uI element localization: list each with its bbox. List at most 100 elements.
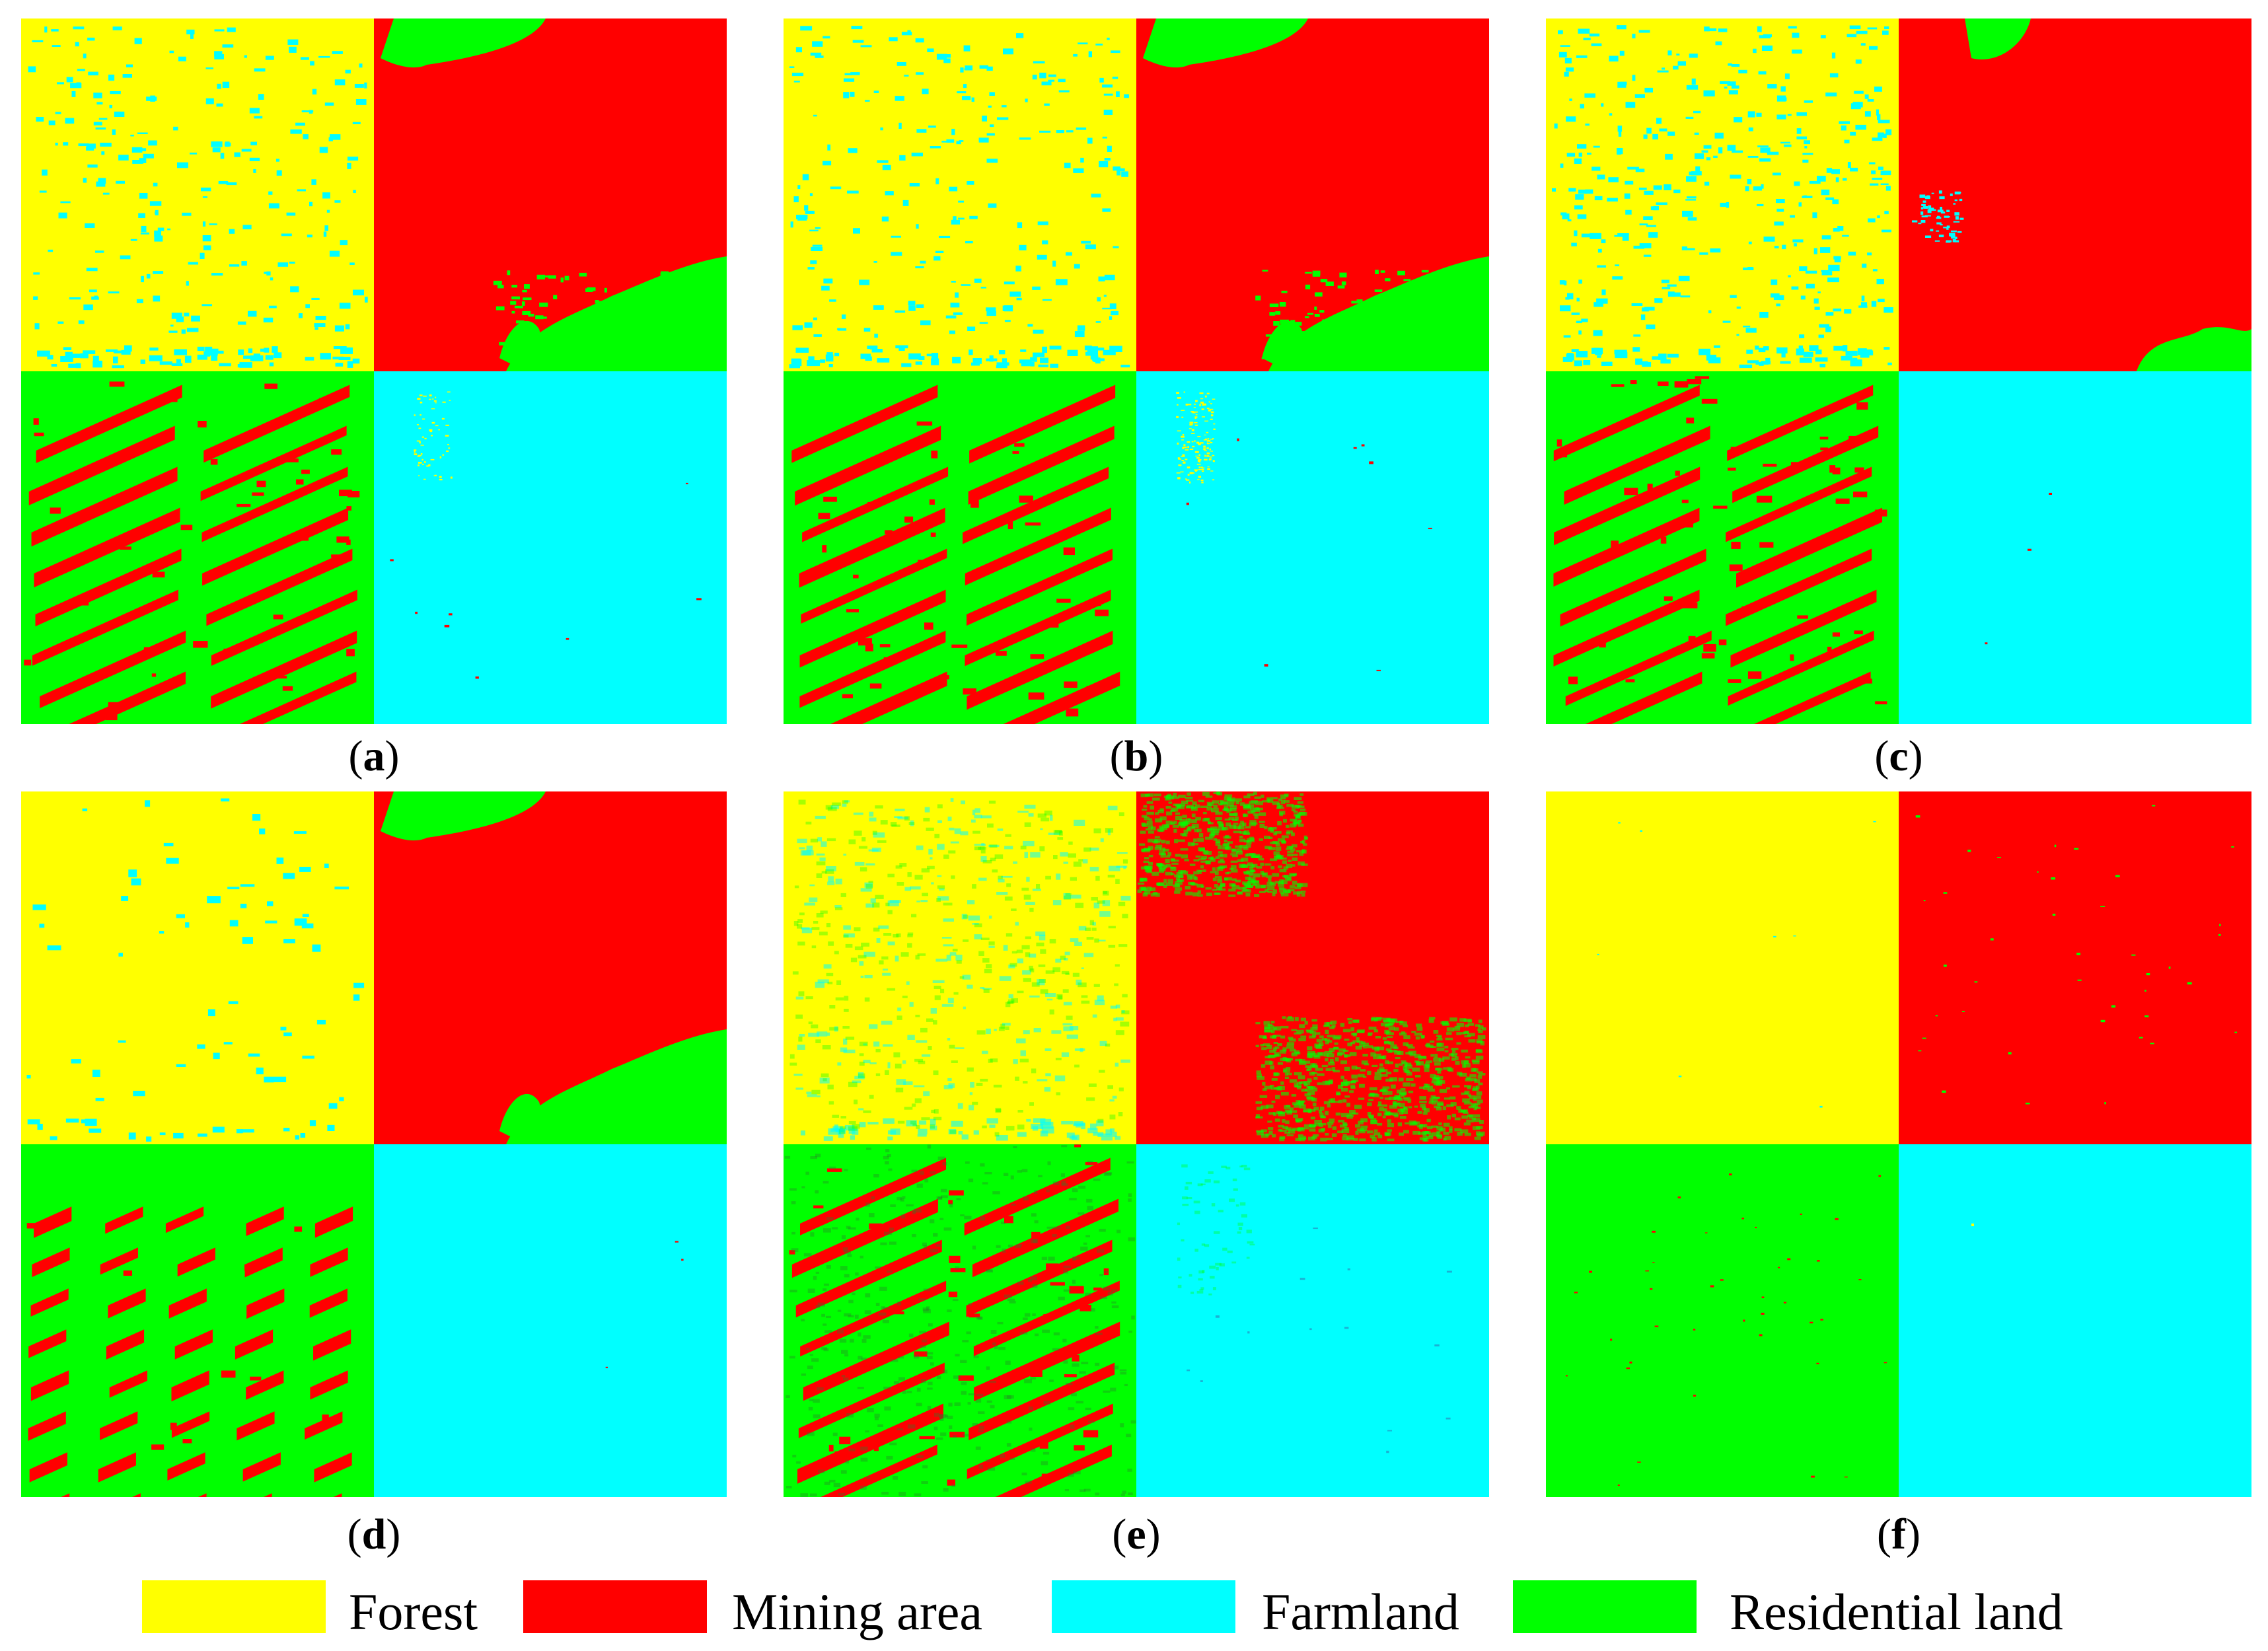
noise-pixel: [889, 1228, 894, 1232]
noise-pixel: [1081, 1000, 1090, 1004]
farmland-speckle: [1780, 97, 1787, 102]
farmland-speckle: [92, 360, 102, 368]
farmland-speckle: [937, 820, 942, 823]
farmland-speckle: [149, 355, 163, 361]
farmland-speckle: [1878, 120, 1890, 124]
farmland-speckle: [149, 201, 162, 206]
farmland-speckle: [989, 1124, 996, 1128]
farmland-speckle: [281, 233, 292, 237]
noise-pixel: [1043, 1401, 1051, 1405]
misclassified-pixel: [1816, 1362, 1819, 1364]
noise-pixel: [1038, 964, 1046, 967]
noise-pixel: [511, 296, 520, 300]
farmland-speckle: [39, 190, 47, 193]
noise-pixel: [1338, 1048, 1346, 1052]
noise-pixel: [1159, 847, 1166, 851]
noise-pixel: [1010, 1175, 1014, 1180]
farmland-speckle: [873, 832, 885, 838]
farmland-speckle: [809, 229, 819, 232]
farmland-speckle: [1868, 218, 1876, 223]
noise-pixel: [1410, 1122, 1418, 1125]
farmland-speckle: [186, 29, 195, 34]
farmland-speckle: [1016, 297, 1022, 301]
noise-pixel: [1190, 875, 1197, 880]
noise-pixel: [1202, 818, 1210, 822]
noise-pixel: [913, 1208, 922, 1213]
farmland-speckle: [1120, 895, 1131, 901]
forest-speckle: [1190, 411, 1194, 413]
noise-pixel: [1377, 1104, 1381, 1107]
noise-pixel: [1424, 1131, 1430, 1135]
noise-pixel: [1155, 818, 1163, 823]
misclassified-pixel: [390, 559, 394, 562]
farmland-speckle: [795, 47, 802, 53]
noise-pixel: [1259, 812, 1266, 816]
noise-pixel: [1004, 1395, 1011, 1399]
noise-pixel: [1372, 1094, 1379, 1097]
noise-pixel: [1212, 867, 1216, 871]
noise-pixel: [1380, 1069, 1388, 1072]
building-fragment: [101, 460, 107, 469]
building-fragment: [996, 651, 1007, 656]
noise-pixel: [906, 1391, 912, 1393]
noise-pixel: [941, 1195, 948, 1198]
noise-pixel: [1163, 885, 1167, 888]
noise-pixel: [1167, 879, 1173, 883]
farmland-speckle: [812, 244, 823, 247]
farmland-speckle: [214, 29, 225, 32]
noise-pixel: [1443, 1122, 1450, 1127]
farmland-speckle: [295, 1135, 300, 1140]
building-stripe: [28, 1411, 66, 1441]
noise-pixel: [1146, 828, 1152, 831]
misclassified-pixel: [2139, 1037, 2143, 1039]
noise-pixel: [1189, 863, 1196, 866]
farmland-speckle: [1080, 157, 1084, 163]
farmland-speckle: [823, 36, 830, 39]
farmland-speckle: [805, 211, 815, 214]
noise-pixel: [1391, 334, 1397, 337]
farmland-speckle: [229, 229, 235, 234]
farmland-speckle: [928, 848, 933, 855]
farmland-speckle: [157, 227, 165, 231]
noise-pixel: [1296, 815, 1300, 818]
farmland-speckle: [1921, 215, 1928, 217]
building-fragment: [1063, 547, 1075, 556]
noise-pixel: [1412, 1130, 1420, 1135]
building-fragment: [50, 507, 61, 514]
noise-pixel: [1317, 1052, 1323, 1056]
farmland-speckle: [978, 137, 989, 143]
building-fragment: [1866, 679, 1872, 684]
noise-pixel: [829, 1027, 839, 1031]
noise-pixel: [1309, 1125, 1316, 1129]
noise-pixel: [1215, 817, 1222, 821]
noise-pixel: [1245, 893, 1251, 897]
noise-pixel: [1436, 1043, 1444, 1047]
farmland-speckle: [169, 50, 174, 54]
forest-speckle: [1195, 400, 1198, 402]
misclassified-pixel: [2234, 1031, 2238, 1033]
noise-pixel: [1414, 1105, 1418, 1108]
farmland-speckle: [1030, 852, 1041, 858]
farmland-speckle: [1028, 813, 1034, 817]
farmland-speckle: [1954, 240, 1959, 242]
farmland-speckle: [316, 1019, 326, 1025]
farmland-speckle: [1615, 351, 1628, 357]
noise-pixel: [1284, 1105, 1291, 1109]
forest-speckle: [414, 414, 416, 416]
farmland-speckle: [873, 305, 884, 310]
noise-pixel: [1315, 1068, 1323, 1071]
noise-pixel: [1276, 846, 1282, 851]
noise-pixel: [1373, 1132, 1381, 1136]
farmland-speckle: [1614, 235, 1626, 237]
noise-pixel: [1274, 830, 1282, 834]
noise-pixel: [810, 1493, 817, 1496]
noise-pixel: [1113, 1365, 1119, 1370]
farmland-speckle: [250, 355, 264, 361]
noise-pixel: [933, 1233, 938, 1237]
farmland-speckle: [1817, 176, 1826, 182]
noise-pixel: [1120, 1423, 1124, 1428]
farmland-speckle: [1110, 1006, 1117, 1009]
farmland-speckle: [1574, 360, 1582, 367]
noise-pixel: [1412, 1067, 1420, 1072]
mining-green-region: [2137, 327, 2251, 371]
